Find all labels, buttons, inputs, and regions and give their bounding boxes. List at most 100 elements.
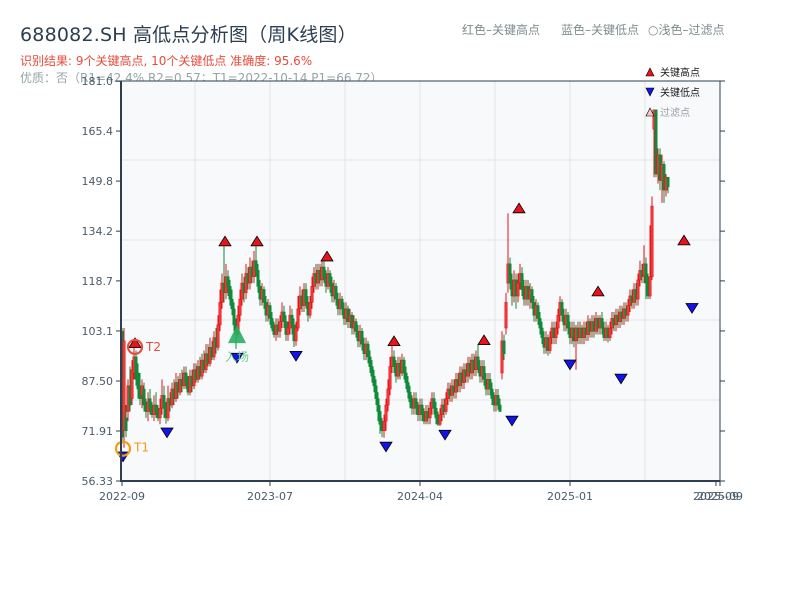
candle-down (154, 404, 158, 412)
key-high-marker (591, 285, 605, 297)
candle-down (434, 407, 438, 419)
candle-down (402, 359, 406, 374)
candle-down (490, 388, 494, 399)
candle-down (560, 302, 564, 316)
candle-down (488, 379, 492, 390)
key-point-markers: 入场 T1 T2 (114, 202, 699, 463)
t1-label: T1 (133, 441, 149, 455)
candle-down (520, 273, 524, 290)
candle-down (290, 314, 294, 326)
candle-down (406, 382, 410, 393)
candle-up (428, 407, 432, 419)
y-tick-label: 134.2 (82, 225, 114, 238)
candle-down (124, 417, 128, 432)
y-tick-label: 56.33 (82, 475, 114, 488)
candle-up (608, 327, 612, 338)
candle-down (372, 375, 376, 387)
legend-label: 关键高点 (660, 66, 700, 79)
key-low-marker (289, 350, 303, 362)
candle-down (404, 372, 408, 383)
candle-down (566, 314, 570, 329)
key-low-marker (685, 303, 699, 314)
candle-up (384, 404, 388, 422)
candle-up (648, 276, 652, 297)
candle-up (386, 388, 390, 406)
candle-down (502, 340, 506, 355)
candle-down (142, 388, 146, 406)
candle-up (650, 205, 654, 278)
x-tick-label: 2023-07 (247, 490, 293, 503)
candle-down (232, 308, 236, 326)
candle-down (420, 404, 424, 415)
candle-down (666, 176, 670, 188)
candle-down (408, 391, 412, 403)
candle-down (162, 395, 166, 409)
x-tick-label: 2025-09 (693, 490, 739, 503)
candle-down (226, 276, 230, 287)
candle-up (556, 314, 560, 329)
candle-up (548, 337, 552, 351)
key-low-marker (379, 441, 393, 453)
candle-up (438, 414, 442, 425)
result-summary: 识别结果: 9个关键高点, 10个关键低点 准确度: 95.6% (20, 54, 313, 68)
candle-down (304, 289, 308, 303)
key-high-marker (512, 202, 526, 214)
candle-up (294, 327, 298, 342)
key-low-marker (438, 429, 452, 441)
candle-up (554, 327, 558, 338)
candle-down (530, 289, 534, 303)
candle-down (256, 269, 260, 287)
candle-down (374, 385, 378, 399)
legend-note-light: ○浅色–过滤点 (648, 23, 725, 37)
candle-down (366, 343, 370, 358)
candle-down (432, 398, 436, 409)
candle-down (134, 356, 138, 380)
legend-label: 关键低点 (660, 86, 700, 99)
candle-down (370, 366, 374, 377)
candle-down (508, 263, 512, 284)
candle-down (322, 266, 326, 278)
x-tick-label: 2024-04 (397, 490, 443, 503)
candle-up (516, 282, 520, 297)
candle-up (130, 369, 134, 399)
candle-up (444, 398, 448, 412)
key-high-marker (128, 337, 142, 348)
candle-down (230, 298, 234, 310)
candle-up (286, 327, 290, 335)
x-tick-label: 2022-09 (99, 490, 145, 503)
key-low-marker (160, 427, 174, 439)
candle-up (310, 286, 314, 303)
candle-down (496, 395, 500, 406)
candle-down (340, 298, 344, 310)
y-tick-label: 165.4 (82, 125, 114, 138)
candle-up (504, 302, 508, 329)
candle-up (296, 308, 300, 329)
candle-down (334, 286, 338, 300)
key-low-marker (563, 359, 577, 371)
entry-label: 入场 (225, 350, 249, 364)
key-high-marker (387, 335, 401, 347)
candle-up (308, 302, 312, 316)
candle-up (158, 407, 162, 419)
candle-down (476, 356, 480, 367)
candle-down (538, 318, 542, 329)
key-low-marker (614, 373, 628, 385)
candle-up (500, 340, 504, 374)
candle-up (382, 420, 386, 432)
page-title: 688082.SH 高低点分析图（周K线图） (20, 24, 357, 46)
key-low-marker (505, 415, 519, 427)
key-high-marker (250, 235, 264, 247)
candle-up (218, 302, 222, 326)
candle-up (166, 398, 170, 419)
candle-down (282, 311, 286, 322)
candle-down (360, 330, 364, 345)
y-tick-label: 181.0 (82, 75, 114, 88)
x-tick-label: 2025-01 (547, 490, 593, 503)
candle-down (136, 372, 140, 390)
candle-down (414, 398, 418, 409)
key-high-marker (218, 235, 232, 247)
candle-down (268, 305, 272, 319)
t1-circle (114, 440, 132, 457)
y-tick-label: 118.7 (82, 275, 114, 288)
